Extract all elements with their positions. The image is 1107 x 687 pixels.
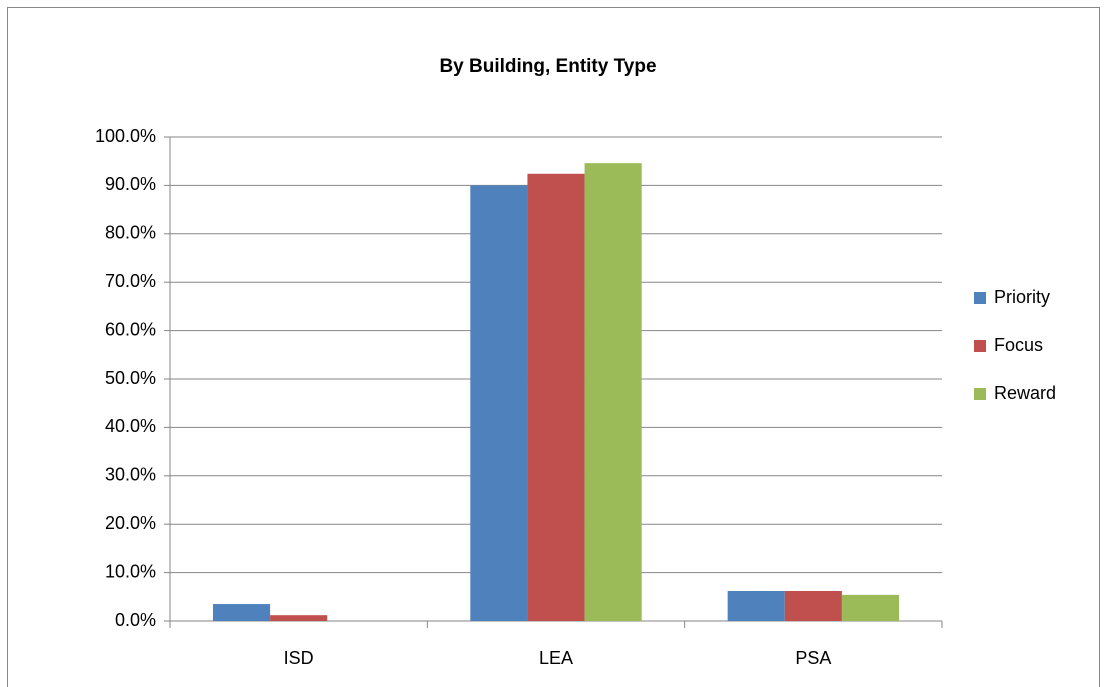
y-tick-label: 20.0%	[105, 513, 156, 533]
x-tick-label: LEA	[539, 648, 573, 668]
legend-label: Reward	[994, 383, 1056, 403]
bar	[841, 594, 900, 621]
x-tick-label: PSA	[795, 648, 831, 668]
y-tick-label: 100.0%	[95, 126, 156, 146]
y-tick-label: 40.0%	[105, 416, 156, 436]
x-tick-label: ISD	[284, 648, 314, 668]
legend-label: Focus	[994, 335, 1043, 355]
y-tick-label: 60.0%	[105, 319, 156, 339]
y-tick-label: 10.0%	[105, 561, 156, 581]
y-tick-label: 80.0%	[105, 223, 156, 243]
legend-label: Priority	[994, 287, 1050, 307]
bar	[784, 590, 842, 621]
bar	[212, 604, 271, 621]
bar	[270, 615, 328, 621]
y-tick-label: 30.0%	[105, 465, 156, 485]
bar	[584, 163, 642, 622]
legend-swatch	[974, 388, 986, 400]
legend-swatch	[974, 340, 986, 352]
y-tick-label: 50.0%	[105, 368, 156, 388]
y-tick-label: 90.0%	[105, 174, 156, 194]
bar	[470, 185, 528, 621]
y-tick-label: 0.0%	[115, 610, 156, 630]
y-tick-label: 70.0%	[105, 271, 156, 291]
legend-swatch	[974, 292, 986, 304]
bar	[527, 173, 585, 621]
chart-title: By Building, Entity Type	[439, 56, 656, 77]
bar	[727, 590, 785, 621]
